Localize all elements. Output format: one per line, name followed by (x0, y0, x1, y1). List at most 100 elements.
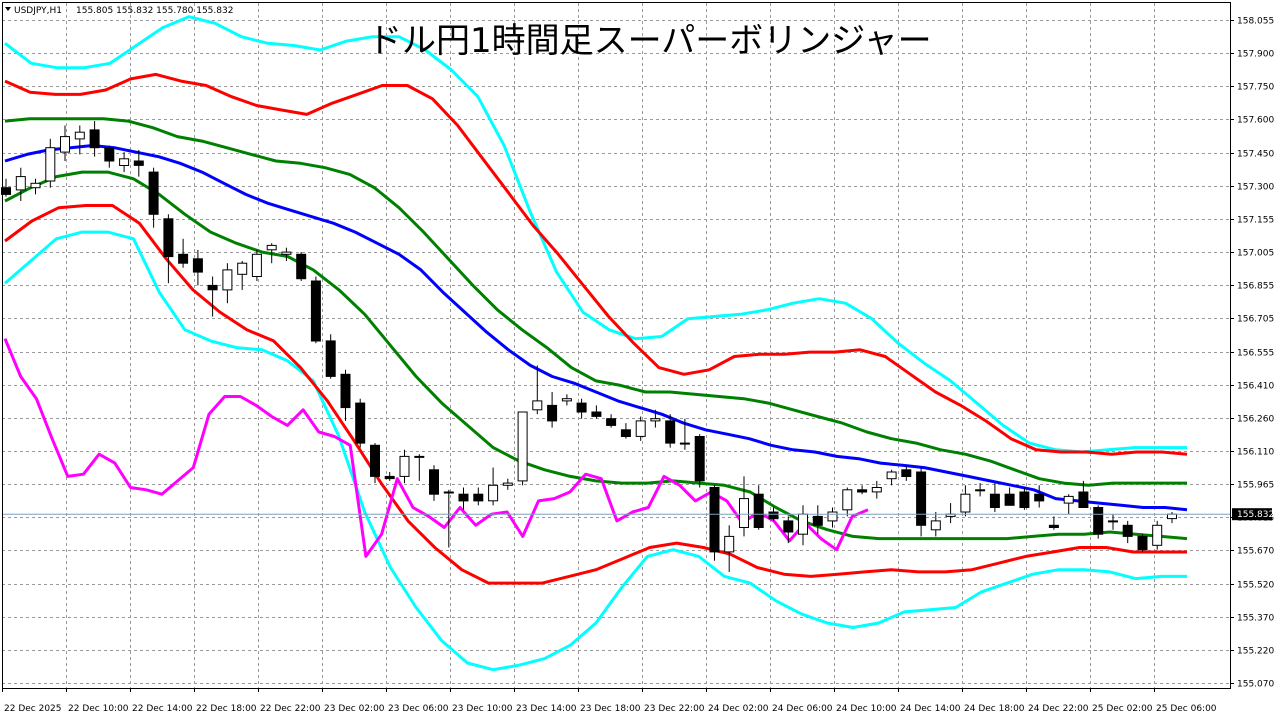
candle-body (222, 269, 233, 291)
y-tick-label: 157.900 (1237, 50, 1274, 60)
candle-body (119, 158, 130, 167)
x-tick-label: 23 Dec 22:00 (644, 704, 705, 714)
x-tick-label: 25 Dec 02:00 (1092, 704, 1153, 714)
candle-body (1078, 491, 1089, 508)
candle-body (310, 280, 321, 342)
candle-body (768, 511, 779, 520)
time-axis: 22 Dec 2025 22 Dec 10:00 22 Dec 14:00 22 De… (2, 688, 1217, 714)
chikou-span-line (3, 338, 869, 558)
x-tick-label: 22 Dec 2025 (4, 704, 62, 714)
candle-body (930, 520, 941, 531)
candle-body (798, 513, 808, 535)
candle-body (606, 418, 617, 426)
y-tick-label: 156.260 (1237, 415, 1274, 425)
x-tick-label: 23 Dec 06:00 (388, 704, 449, 714)
y-tick-label: 155.965 (1237, 481, 1274, 491)
y-tick-label: 156.410 (1237, 382, 1274, 392)
candle-body (458, 493, 469, 502)
candle-body (429, 469, 439, 495)
candle-body (857, 489, 868, 493)
candle-body (355, 402, 366, 444)
candle-body (709, 487, 720, 553)
candle-body (960, 493, 971, 513)
candle-body (133, 160, 144, 166)
candle-body (60, 136, 70, 153)
candle-body (975, 489, 986, 492)
candle-body (163, 218, 174, 258)
y-tick-label: 157.600 (1237, 116, 1274, 126)
candle-body (916, 471, 927, 526)
candle-body (901, 469, 912, 477)
chart-frame (2, 2, 1231, 689)
candle-body (1137, 535, 1148, 551)
candle-body (399, 455, 410, 477)
y-tick-label: 157.450 (1237, 150, 1274, 160)
candle-body (1004, 493, 1015, 506)
y-tick-label: 157.750 (1237, 83, 1274, 93)
x-tick-label: 24 Dec 06:00 (772, 704, 833, 714)
candle-body (517, 411, 528, 482)
x-tick-label: 24 Dec 18:00 (964, 704, 1025, 714)
y-tick-label: 157.300 (1237, 183, 1274, 193)
candle-body (502, 482, 513, 486)
chart-menu-triangle-icon[interactable] (5, 7, 11, 11)
candle-body (694, 436, 705, 482)
candle-body (561, 398, 572, 402)
candle-body (812, 515, 823, 526)
candle-body (207, 284, 218, 291)
candle-body (251, 253, 262, 278)
candle-body (783, 520, 794, 533)
y-tick-label: 155.670 (1237, 547, 1274, 557)
candle-body (266, 244, 277, 251)
current-price-label: 155.832 (1237, 510, 1274, 520)
candle-body (414, 455, 425, 458)
x-tick-label: 23 Dec 02:00 (324, 704, 385, 714)
candle-body (739, 498, 749, 529)
x-tick-label: 22 Dec 18:00 (196, 704, 257, 714)
sma-center-line (4, 144, 1188, 512)
candle-body (679, 442, 690, 445)
candlesticks (1, 121, 1177, 572)
candle-body (650, 418, 661, 422)
candle-body (148, 171, 159, 215)
sigma1-upper-line (4, 117, 1187, 487)
candle-body (1093, 507, 1104, 535)
candle-body (45, 147, 56, 182)
y-tick-label: 155.520 (1237, 581, 1274, 591)
candle-body (1048, 524, 1059, 528)
sigma2-upper-line (4, 72, 1188, 456)
candle-body (178, 253, 189, 264)
candle-body (488, 484, 499, 502)
candle-body (842, 489, 853, 511)
candle-body (370, 444, 380, 477)
x-tick-label: 24 Dec 22:00 (1028, 704, 1089, 714)
candle-body (89, 129, 100, 149)
current-price-tag (1232, 508, 1272, 521)
x-tick-label: 24 Dec 14:00 (900, 704, 961, 714)
y-tick-label: 155.220 (1237, 647, 1274, 657)
x-tick-label: 22 Dec 22:00 (260, 704, 321, 714)
candle-body (325, 340, 336, 377)
y-tick-label: 155.070 (1237, 680, 1274, 690)
candle-body (753, 493, 764, 529)
candle-body (532, 400, 543, 411)
candle-body (827, 511, 838, 522)
header-ohlc: 155.805 155.832 155.780 155.832 (76, 6, 233, 16)
candle-body (1122, 524, 1133, 537)
chart-title: ドル円1時間足スーパーボリンジャー (368, 21, 932, 61)
candle-body (576, 402, 587, 413)
bollinger-bands (3, 15, 1188, 672)
price-axis: 158.055 157.900 157.750 157.600 157.450 157.3… (1230, 17, 1274, 690)
candle-body (620, 429, 631, 437)
candle-body (296, 253, 307, 280)
x-tick-label: 22 Dec 14:00 (132, 704, 193, 714)
y-tick-label: 156.555 (1237, 349, 1274, 359)
candle-body (192, 258, 203, 273)
candle-body (15, 176, 26, 191)
candle-body (473, 493, 484, 502)
candle-body (74, 131, 85, 140)
x-tick-label: 24 Dec 10:00 (836, 704, 897, 714)
x-tick-label: 23 Dec 14:00 (516, 704, 577, 714)
